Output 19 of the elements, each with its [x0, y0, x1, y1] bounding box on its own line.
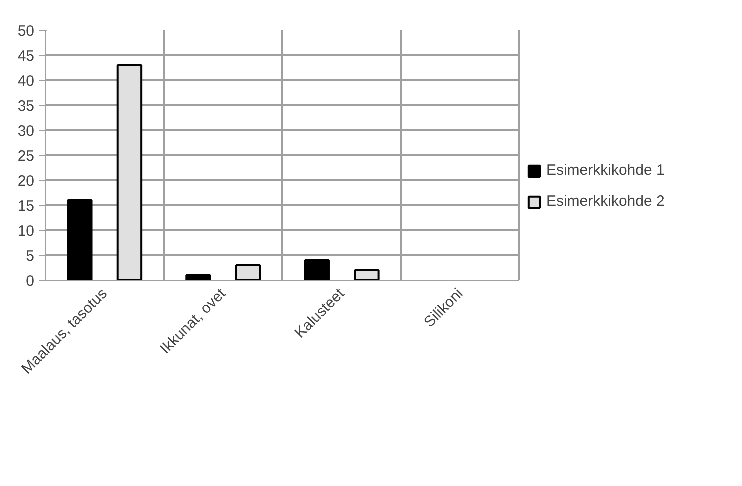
legend-label: Esimerkkikohde 1: [546, 162, 665, 179]
bar: [304, 260, 330, 280]
legend-label: Esimerkkikohde 2: [546, 193, 665, 210]
y-tick-label: 25: [18, 148, 35, 165]
y-tick-label: 30: [18, 123, 35, 140]
y-tick-label: 20: [18, 173, 35, 190]
bar: [235, 264, 262, 280]
y-tick-label: 10: [18, 223, 35, 240]
y-tick-label: 45: [18, 48, 35, 65]
y-tick-label: 5: [26, 248, 34, 265]
bar: [67, 200, 93, 280]
y-tick-label: 40: [18, 73, 35, 90]
bar: [116, 64, 143, 280]
y-tick-label: 0: [26, 273, 34, 290]
y-tick-label: 50: [18, 23, 35, 40]
bar: [186, 274, 212, 280]
y-tick-label: 35: [18, 98, 35, 115]
bar: [354, 270, 380, 280]
y-tick-label: 15: [18, 198, 35, 215]
